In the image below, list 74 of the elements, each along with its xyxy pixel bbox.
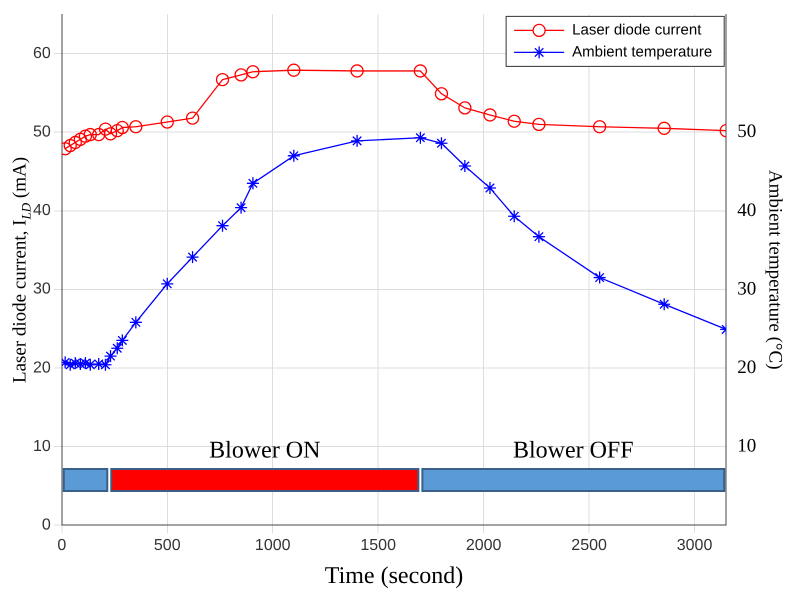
x-tick-label: 3000 (676, 537, 712, 554)
point (414, 64, 428, 78)
point (483, 181, 497, 195)
point (246, 65, 260, 78)
point (84, 358, 97, 372)
legend-label: Laser diode current (572, 22, 702, 39)
x-tick-label: 2000 (466, 537, 502, 554)
y-tick-label: 0 (42, 516, 51, 534)
y-tick-label: 10 (33, 438, 51, 455)
point (234, 200, 248, 214)
point (592, 120, 606, 134)
y2-tick-label: 50 (737, 121, 756, 142)
point (658, 122, 671, 135)
y-tick-label: 30 (33, 280, 51, 298)
point (458, 159, 472, 173)
point (350, 134, 364, 148)
point (98, 358, 112, 372)
point (116, 120, 129, 134)
y2-tick-label: 20 (737, 356, 756, 378)
y-tick-label: 50 (33, 124, 51, 141)
point (110, 342, 124, 355)
point (350, 64, 364, 78)
point (434, 136, 448, 150)
point (64, 138, 77, 152)
y-tick-label: 40 (33, 202, 51, 220)
point (129, 316, 142, 329)
point (104, 349, 118, 363)
point (458, 101, 472, 115)
point (658, 298, 671, 311)
point (78, 130, 92, 143)
band-label: Blower ON (209, 437, 320, 464)
point (129, 120, 142, 134)
point (592, 270, 606, 284)
y-tick-label: 20 (33, 359, 51, 376)
point (74, 132, 88, 146)
point (287, 149, 300, 162)
point (508, 210, 521, 223)
y2-tick-label: 30 (737, 278, 756, 300)
point (110, 124, 124, 138)
point (216, 219, 230, 232)
point (532, 230, 546, 244)
point (246, 176, 260, 190)
point (92, 128, 106, 142)
point (508, 114, 521, 128)
x-tick-label: 1000 (254, 537, 291, 554)
y2-tick-label: 40 (737, 200, 756, 221)
point (68, 136, 82, 150)
y2-tick-label: 10 (737, 435, 756, 456)
point (68, 356, 82, 370)
point (104, 127, 118, 140)
point (414, 131, 428, 144)
x-tick-label: 0 (57, 537, 66, 554)
y2-axis-title: Ambient temperature (°C) (764, 170, 786, 370)
point (98, 122, 112, 136)
y-tick-label: 60 (33, 45, 51, 62)
point (216, 72, 230, 86)
point (160, 277, 174, 290)
legend-label: Ambient temperature (572, 44, 712, 61)
point (92, 357, 106, 371)
point (186, 111, 200, 125)
x-axis-title: Time (second) (324, 562, 464, 589)
point (84, 128, 97, 142)
point (186, 250, 200, 264)
point (532, 118, 546, 132)
x-tick-label: 1500 (360, 537, 396, 554)
point (160, 115, 174, 129)
x-tick-label: 2500 (571, 537, 607, 554)
point (434, 87, 448, 100)
point (483, 108, 497, 122)
point (116, 334, 129, 348)
point (287, 64, 300, 77)
point (234, 68, 248, 82)
x-tick-label: 500 (154, 537, 181, 554)
band-label: Blower OFF (512, 437, 634, 464)
